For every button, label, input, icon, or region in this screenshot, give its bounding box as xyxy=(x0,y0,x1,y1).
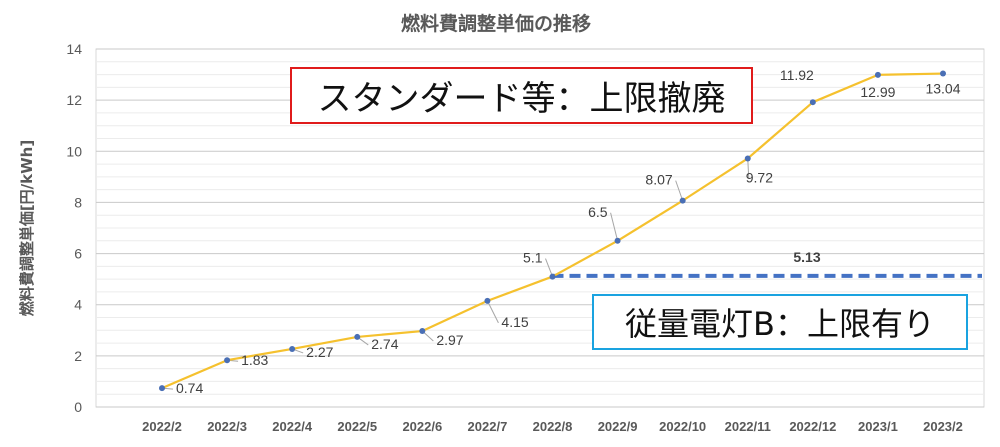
x-tick-label: 2023/2 xyxy=(923,419,963,434)
data-label: 0.74 xyxy=(176,380,203,396)
data-label: 2.27 xyxy=(306,344,333,360)
data-label: 1.83 xyxy=(241,352,268,368)
y-tick-label: 8 xyxy=(74,194,82,210)
leader-line xyxy=(545,258,553,277)
y-tick-labels: 0 2 4 6 8 10 12 14 xyxy=(66,41,82,415)
y-tick-label: 14 xyxy=(66,41,82,57)
data-label: 2.97 xyxy=(436,332,463,348)
x-tick-label: 2022/8 xyxy=(533,419,573,434)
data-label: 4.15 xyxy=(501,314,528,330)
y-tick-label: 12 xyxy=(66,92,82,108)
y-tick-label: 6 xyxy=(74,246,82,262)
x-tick-label: 2022/5 xyxy=(337,419,377,434)
label-leaders xyxy=(161,158,750,390)
y-tick-label: 10 xyxy=(66,143,82,159)
data-point xyxy=(419,328,426,335)
data-point xyxy=(874,71,881,78)
x-tick-label: 2022/7 xyxy=(468,419,508,434)
data-point xyxy=(354,333,361,340)
x-tick-label: 2023/1 xyxy=(858,419,898,434)
data-point xyxy=(224,357,231,364)
data-point xyxy=(484,297,491,304)
leader-line xyxy=(675,180,684,201)
leader-line xyxy=(747,158,750,179)
chart-title: 燃料費調整単価の推移 xyxy=(401,12,591,35)
x-tick-label: 2022/9 xyxy=(598,419,638,434)
x-tick-label: 2022/11 xyxy=(725,419,771,434)
data-point xyxy=(159,385,165,392)
cap-data-label: 5.13 xyxy=(793,249,820,265)
x-tick-label: 2022/3 xyxy=(207,419,247,434)
data-point xyxy=(549,273,556,280)
data-label: 6.5 xyxy=(588,204,608,220)
data-point xyxy=(614,237,621,244)
x-tick-label: 2022/12 xyxy=(789,419,836,434)
main-series xyxy=(159,70,946,392)
data-point xyxy=(744,155,751,162)
data-label: 12.99 xyxy=(860,84,895,100)
x-tick-label: 2022/2 xyxy=(142,419,182,434)
x-tick-label: 2022/10 xyxy=(659,419,706,434)
y-axis-label: 燃料費調整単価[円/kWh] xyxy=(18,140,36,316)
cap-series: 5.13 xyxy=(552,249,982,278)
annotation-standard: スタンダード等：上限撤廃 xyxy=(290,67,753,124)
data-label: 13.04 xyxy=(925,81,960,97)
annotation-jyuryo: 従量電灯B：上限有り xyxy=(592,294,968,350)
data-label: 2.74 xyxy=(371,336,398,352)
data-labels: 0.74 1.83 2.27 2.74 2.97 4.15 5.1 6.5 8.07 9.72 11… xyxy=(176,67,961,396)
data-label: 11.92 xyxy=(780,67,814,83)
data-label: 8.07 xyxy=(645,172,672,188)
data-point xyxy=(809,99,816,106)
x-tick-labels: 2022/2 2022/3 2022/4 2022/5 2022/6 2022/7 2022… xyxy=(142,419,963,434)
y-tick-label: 4 xyxy=(74,297,82,313)
data-label: 5.1 xyxy=(523,250,543,266)
x-tick-label: 2022/4 xyxy=(272,419,313,434)
leader-line xyxy=(486,300,499,324)
data-label: 9.72 xyxy=(746,169,773,185)
x-tick-label: 2022/6 xyxy=(402,419,442,434)
y-tick-label: 2 xyxy=(74,348,82,364)
leader-line xyxy=(610,212,619,241)
data-point xyxy=(289,345,296,352)
y-tick-label: 0 xyxy=(74,399,82,415)
data-point xyxy=(940,70,946,77)
data-point xyxy=(679,197,686,204)
